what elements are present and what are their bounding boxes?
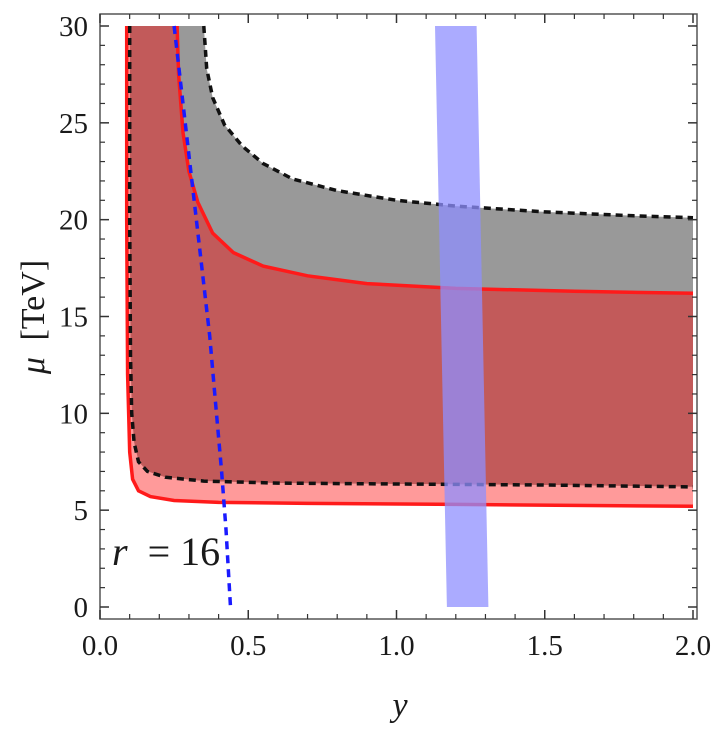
blue-band	[435, 26, 489, 607]
y-tick-label: 5	[74, 495, 89, 527]
y-tick-label: 25	[59, 108, 88, 140]
axis-ticks	[99, 14, 697, 619]
x-tick-label: 2.0	[675, 630, 711, 662]
tick-labels: 0.0 0.5 1.0 1.5 2.0 0 5 10 15 20 25 30	[59, 11, 711, 662]
annotation-variable: r	[112, 529, 128, 574]
x-axis-label: y	[389, 687, 408, 724]
r-annotation: r = 16	[112, 529, 220, 574]
black-dashed-lower-curve	[127, 26, 694, 489]
x-tick-label: 0.5	[230, 630, 266, 662]
y-axis-symbol: μ	[15, 357, 52, 375]
plot-area	[99, 13, 698, 620]
gray-region	[177, 26, 694, 294]
y-axis-label: μ [TeV]	[15, 260, 52, 375]
x-tick-label: 1.5	[527, 630, 563, 662]
annotation-value: = 16	[148, 529, 221, 574]
red-lower-curve	[124, 26, 694, 509]
x-tick-label: 1.0	[378, 630, 414, 662]
red-region	[129, 26, 693, 487]
y-axis-unit: [TeV]	[15, 260, 52, 341]
y-tick-label: 30	[59, 11, 88, 43]
x-tick-label: 0.0	[82, 630, 118, 662]
blue-dashed-curve	[172, 25, 233, 608]
y-tick-label: 0	[74, 592, 89, 624]
y-tick-label: 10	[59, 398, 88, 430]
black-dashed-upper-curve	[202, 25, 694, 220]
y-tick-label: 20	[59, 205, 88, 237]
y-tick-label: 15	[59, 302, 88, 334]
